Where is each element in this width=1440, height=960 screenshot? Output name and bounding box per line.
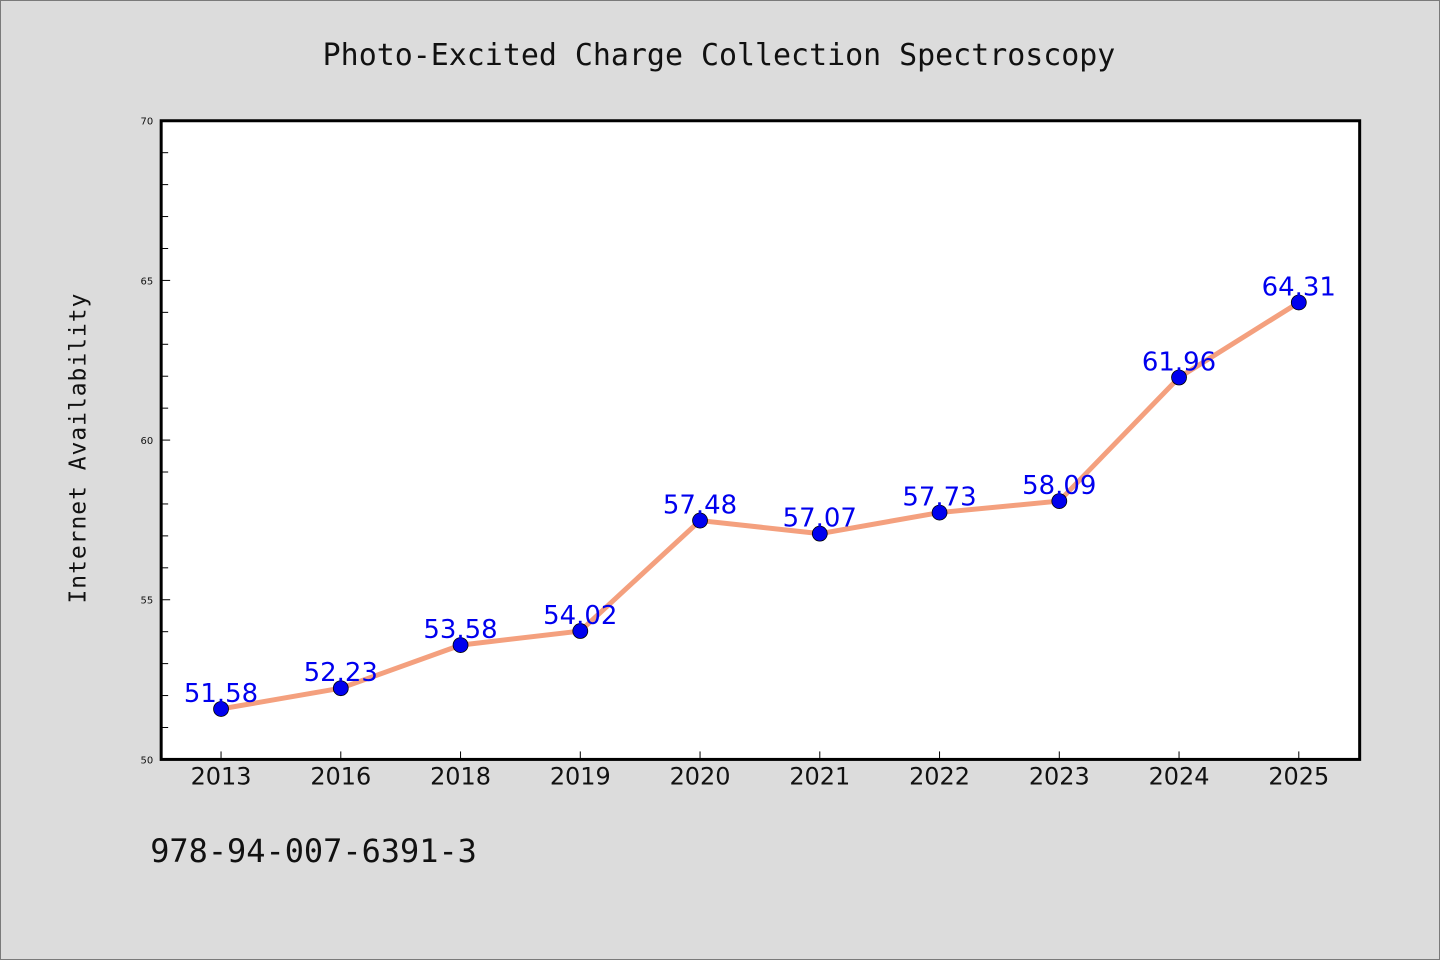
x-tick-label: 2013 [191,762,252,790]
data-point [811,525,828,542]
data-label: 57.73 [902,483,976,513]
data-point [931,504,948,521]
x-tick-label: 2020 [670,762,731,790]
data-label: 61.96 [1142,348,1216,378]
data-point [1290,294,1307,311]
data-point [692,512,708,529]
x-tick-label: 2016 [310,762,371,790]
data-label: 54.02 [543,601,617,631]
x-axis: 2013 2016 2018 2019 2020 2021 2022 2023 2024 2025 [191,751,1329,790]
y-tick-label: 60 [140,436,153,447]
x-tick-label: 2018 [430,762,491,790]
footer-code: 978-94-007-6391-3 [150,832,477,870]
x-tick-label: 2025 [1268,762,1329,790]
series-layer: 51.58 52.23 53.58 54.02 57.48 57.07 57.73 58.09… [184,272,1336,717]
x-tick-label: 2019 [550,762,611,790]
data-point [332,680,349,697]
y-tick-label: 65 [140,276,153,287]
x-tick-label: 2024 [1149,762,1210,790]
x-tick-label: 2022 [909,762,970,790]
data-point [213,701,229,717]
y-axis-label: Internet Availability [65,293,91,604]
data-label: 58.09 [1022,471,1096,501]
data-point [572,623,589,639]
data-label: 51.58 [184,679,258,709]
data-point [452,637,469,653]
chart-title: Photo-Excited Charge Collection Spectros… [323,38,1116,73]
data-label: 52.23 [304,658,378,688]
plot-area [161,120,1360,760]
y-tick-label: 70 [140,117,153,128]
x-tick-label: 2021 [789,762,850,790]
data-label: 57.48 [663,491,737,521]
plot-frame [159,119,1362,761]
series-line [218,299,1302,712]
data-label: 57.07 [783,504,857,534]
data-point [1051,493,1068,509]
y-tick-label: 55 [140,596,153,607]
x-tick-label: 2023 [1029,762,1090,790]
data-point [1171,369,1187,386]
data-label: 64.31 [1262,272,1336,302]
data-label: 53.58 [423,615,497,645]
y-tick-label: 50 [140,755,153,766]
